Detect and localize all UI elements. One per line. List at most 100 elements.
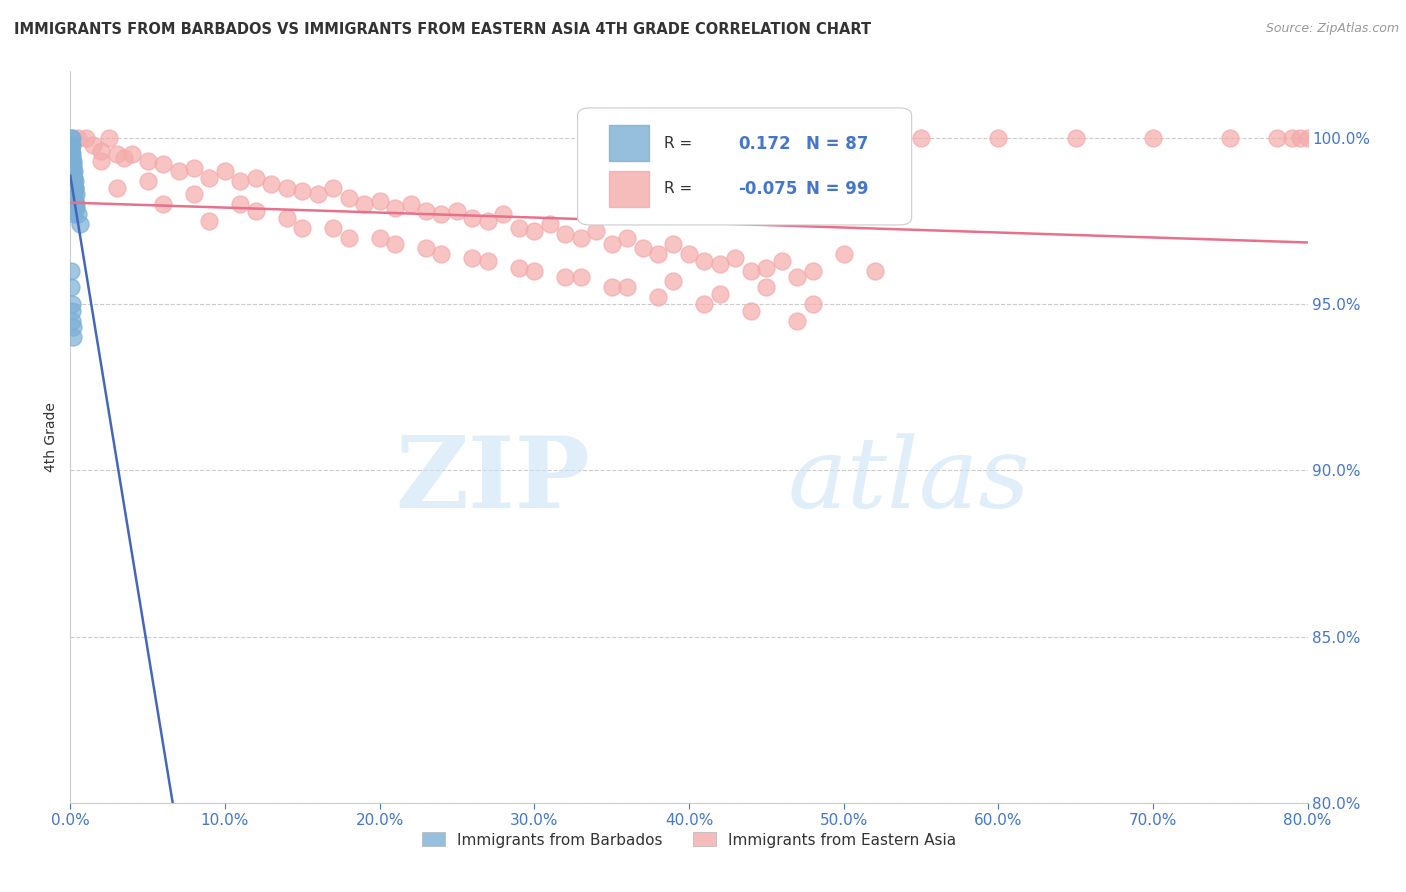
Point: [1281, 131, 1303, 145]
Point: [1142, 131, 1164, 145]
Point: [62, 330, 84, 344]
Text: atlas: atlas: [787, 434, 1031, 529]
Point: [740, 264, 762, 278]
Point: [60, 164, 83, 178]
Point: [60, 164, 83, 178]
Point: [62, 201, 84, 215]
Point: [477, 253, 499, 268]
Point: [60, 144, 83, 158]
Y-axis label: 4th Grade: 4th Grade: [45, 402, 59, 472]
Point: [65, 197, 87, 211]
Point: [60, 184, 83, 198]
Text: N = 87: N = 87: [807, 135, 869, 153]
Point: [62, 180, 84, 194]
Text: 0.172: 0.172: [738, 135, 792, 153]
Point: [62, 197, 84, 211]
Point: [60, 137, 83, 152]
Point: [600, 237, 623, 252]
Point: [662, 237, 685, 252]
Point: [60, 314, 83, 328]
Point: [709, 257, 731, 271]
Point: [62, 194, 84, 208]
Point: [63, 174, 86, 188]
Text: IMMIGRANTS FROM BARBADOS VS IMMIGRANTS FROM EASTERN ASIA 4TH GRADE CORRELATION C: IMMIGRANTS FROM BARBADOS VS IMMIGRANTS F…: [14, 22, 872, 37]
Point: [399, 197, 422, 211]
Point: [801, 264, 824, 278]
Point: [1219, 131, 1241, 145]
Point: [62, 197, 84, 211]
Point: [136, 154, 159, 169]
Point: [63, 180, 86, 194]
Point: [523, 224, 546, 238]
Point: [60, 157, 83, 171]
Point: [508, 260, 530, 275]
Point: [709, 287, 731, 301]
Point: [384, 201, 406, 215]
Point: [136, 174, 159, 188]
Point: [60, 131, 83, 145]
Point: [647, 290, 669, 304]
Point: [276, 211, 298, 225]
Point: [322, 220, 344, 235]
Point: [415, 204, 437, 219]
Point: [60, 180, 83, 194]
Point: [62, 157, 84, 171]
Point: [60, 131, 83, 145]
Point: [523, 264, 546, 278]
Point: [647, 247, 669, 261]
Point: [353, 197, 375, 211]
Point: [245, 204, 267, 219]
Point: [554, 227, 576, 242]
Point: [1265, 131, 1288, 145]
Point: [492, 207, 515, 221]
Point: [60, 178, 83, 192]
Point: [82, 137, 105, 152]
Point: [508, 220, 530, 235]
Point: [62, 161, 84, 175]
Point: [62, 180, 84, 194]
Point: [60, 170, 83, 185]
Point: [1064, 131, 1087, 145]
Point: [368, 194, 391, 208]
Point: [229, 197, 252, 211]
Point: [60, 174, 83, 188]
Point: [63, 194, 86, 208]
Point: [152, 157, 174, 171]
Point: [910, 131, 932, 145]
Point: [600, 280, 623, 294]
Point: [60, 161, 83, 175]
Point: [69, 217, 91, 231]
Point: [60, 164, 83, 178]
Point: [105, 147, 128, 161]
Point: [60, 151, 83, 165]
Point: [60, 170, 83, 185]
Point: [62, 170, 84, 185]
Point: [60, 303, 83, 318]
Point: [384, 237, 406, 252]
FancyBboxPatch shape: [609, 171, 648, 208]
Point: [60, 164, 83, 178]
Point: [569, 270, 592, 285]
Point: [678, 247, 700, 261]
Point: [260, 178, 283, 192]
Legend: Immigrants from Barbados, Immigrants from Eastern Asia: Immigrants from Barbados, Immigrants fro…: [416, 826, 962, 854]
Point: [322, 180, 344, 194]
Point: [538, 217, 561, 231]
Point: [60, 178, 83, 192]
Point: [98, 131, 120, 145]
Point: [461, 251, 484, 265]
Point: [461, 211, 484, 225]
Point: [62, 197, 84, 211]
Point: [90, 154, 112, 169]
Point: [693, 297, 716, 311]
Point: [60, 161, 83, 175]
Point: [60, 151, 83, 165]
Point: [307, 187, 329, 202]
Point: [114, 151, 135, 165]
Point: [755, 260, 778, 275]
Point: [60, 297, 83, 311]
Point: [832, 247, 855, 261]
Point: [554, 270, 576, 285]
Point: [198, 170, 221, 185]
Point: [616, 230, 638, 244]
